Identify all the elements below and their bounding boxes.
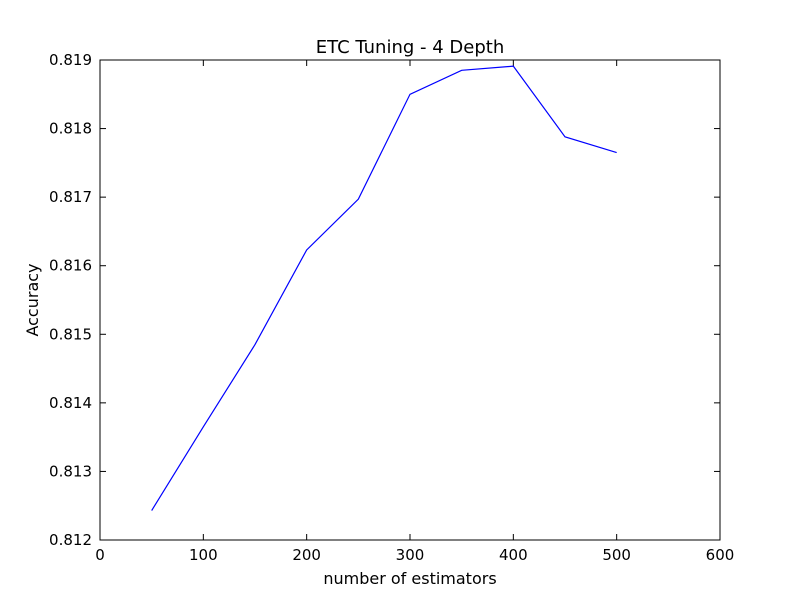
axis-ticks: 0 100 200 300 400 500 600 0.812 0.813 0.814 0.815 0… bbox=[49, 51, 734, 564]
y-tick-label: 0.817 bbox=[49, 188, 92, 206]
y-tick-label: 0.815 bbox=[49, 325, 92, 343]
series-layer bbox=[151, 65, 617, 511]
x-tick-label: 0 bbox=[95, 546, 105, 564]
y-tick-label: 0.819 bbox=[49, 51, 92, 69]
x-tick-label: 200 bbox=[292, 546, 321, 564]
plot-area bbox=[99, 59, 721, 541]
x-tick-label: 600 bbox=[706, 546, 735, 564]
series-line bbox=[151, 65, 617, 511]
chart-title: ETC Tuning - 4 Depth bbox=[316, 37, 504, 58]
y-tick-label: 0.813 bbox=[49, 462, 92, 480]
y-axis-label: Accuracy bbox=[23, 263, 42, 336]
plot-frame bbox=[99, 59, 721, 541]
y-tick-label: 0.818 bbox=[49, 120, 92, 138]
x-tick-label: 500 bbox=[602, 546, 631, 564]
y-tick-label: 0.816 bbox=[49, 257, 92, 275]
x-tick-label: 400 bbox=[499, 546, 528, 564]
y-tick-label: 0.814 bbox=[49, 394, 92, 412]
y-tick-label: 0.812 bbox=[49, 531, 92, 549]
x-axis-label: number of estimators bbox=[323, 569, 496, 588]
x-tick-label: 300 bbox=[396, 546, 425, 564]
x-tick-label: 100 bbox=[189, 546, 218, 564]
